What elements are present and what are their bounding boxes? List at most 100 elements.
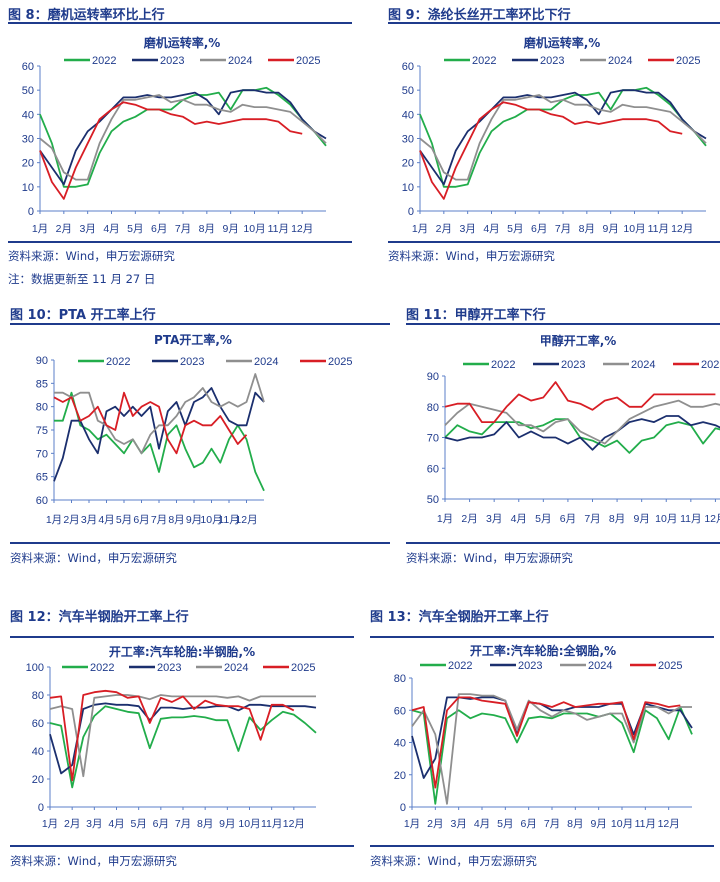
y-tick-label: 90 bbox=[427, 371, 439, 383]
y-tick-label: 60 bbox=[394, 705, 406, 717]
y-tick-label: 70 bbox=[36, 448, 48, 460]
legend-label-2024: 2024 bbox=[608, 55, 632, 67]
legend-label-2024: 2024 bbox=[631, 359, 655, 371]
series-line-2024 bbox=[411, 693, 692, 805]
x-tick-label: 9月 bbox=[219, 818, 235, 830]
x-tick-label: 6月 bbox=[153, 818, 169, 830]
divider bbox=[388, 241, 720, 243]
x-tick-label: 7月 bbox=[544, 818, 560, 830]
x-tick-label: 7月 bbox=[175, 818, 191, 830]
legend-label-2025: 2025 bbox=[658, 660, 682, 672]
x-tick-label: 2月 bbox=[427, 818, 443, 830]
series-line-2023 bbox=[53, 387, 265, 482]
y-tick-label: 80 bbox=[427, 402, 439, 414]
legend-label-2022: 2022 bbox=[106, 356, 130, 368]
series-line-2022 bbox=[411, 706, 693, 805]
series-line-2025 bbox=[411, 696, 681, 789]
legend-label-2025: 2025 bbox=[296, 55, 320, 67]
divider bbox=[10, 323, 390, 325]
y-tick-label: 80 bbox=[36, 402, 48, 414]
y-tick-label: 90 bbox=[36, 355, 48, 367]
series-line-2022 bbox=[419, 86, 707, 188]
figure-9-source: 资料来源：Wind，申万宏源研究 bbox=[388, 249, 555, 263]
divider bbox=[388, 22, 720, 24]
legend-label-2025: 2025 bbox=[701, 359, 720, 371]
series-line-2022 bbox=[39, 86, 327, 188]
series-line-2023 bbox=[39, 89, 327, 186]
series-line-2023 bbox=[419, 89, 707, 186]
y-tick-label: 20 bbox=[402, 158, 414, 170]
chart-10: 60 65 70 75 80 85 90 1月 2月 3月 4月 5月 6月 7月 8月 9月10月11月12… bbox=[36, 355, 353, 526]
legend-label-2025: 2025 bbox=[676, 55, 700, 67]
x-tick-label: 1月 bbox=[46, 514, 62, 526]
x-tick-label: 9月 bbox=[590, 818, 606, 830]
series-line-2025 bbox=[419, 101, 683, 200]
figure-9-caption: 图 9：涤纶长丝开工率环比下行 bbox=[388, 8, 571, 23]
x-tick-label: 2月 bbox=[461, 513, 477, 525]
legend-label-2023: 2023 bbox=[518, 660, 542, 672]
chart-9: 0 10 20 30 40 50 60 1月 2月 3月 4月 5月 6月 7月 8月 9月 10月 11月 12月… bbox=[402, 55, 707, 235]
legend-label-2025: 2025 bbox=[291, 662, 315, 674]
figure-11-chart-title: 甲醇开工率,% bbox=[539, 334, 617, 348]
divider bbox=[370, 845, 714, 847]
x-tick-label: 12月 bbox=[291, 223, 313, 235]
x-tick-label: 2月 bbox=[64, 818, 80, 830]
y-tick-label: 50 bbox=[402, 85, 414, 97]
x-tick-label: 11月 bbox=[635, 818, 656, 830]
x-tick-label: 9月 bbox=[222, 223, 238, 235]
y-tick-label: 60 bbox=[36, 495, 48, 507]
x-tick-label: 4月 bbox=[483, 223, 499, 235]
x-tick-label: 10月 bbox=[238, 818, 260, 830]
figure-13-source: 资料来源：Wind，申万宏源研究 bbox=[370, 854, 537, 868]
x-tick-label: 10月 bbox=[200, 514, 222, 526]
figure-10-caption: 图 10：PTA 开工率上行 bbox=[10, 308, 156, 323]
x-tick-label: 8月 bbox=[567, 818, 583, 830]
divider bbox=[10, 845, 354, 847]
figure-8-source: 资料来源：Wind，申万宏源研究 bbox=[8, 249, 175, 263]
figure-8-note: 注：数据更新至 11 月 27 日 bbox=[8, 272, 156, 286]
x-tick-label: 10月 bbox=[243, 223, 265, 235]
x-tick-label: 11月 bbox=[261, 818, 282, 830]
series-line-2025 bbox=[39, 101, 303, 200]
x-tick-label: 4月 bbox=[511, 513, 527, 525]
y-tick-label: 0 bbox=[408, 206, 414, 218]
figure-13-caption: 图 13：汽车全钢胎开工率上行 bbox=[370, 610, 549, 625]
x-tick-label: 6月 bbox=[520, 818, 536, 830]
figure-13-chart-title: 开工率:汽车轮胎:全钢胎,% bbox=[469, 644, 617, 658]
y-tick-label: 0 bbox=[28, 206, 34, 218]
y-tick-label: 75 bbox=[36, 425, 48, 437]
y-tick-label: 20 bbox=[32, 774, 44, 786]
y-tick-label: 0 bbox=[38, 802, 44, 814]
y-tick-label: 40 bbox=[32, 746, 44, 758]
y-tick-label: 0 bbox=[400, 802, 406, 814]
x-tick-label: 12月 bbox=[704, 513, 720, 525]
x-tick-label: 4月 bbox=[108, 818, 124, 830]
legend-label-2022: 2022 bbox=[472, 55, 496, 67]
series-line-2023 bbox=[49, 702, 317, 775]
chart-12: 0 20 40 60 80 100 1月 2月 3月 4月 5月 6月 7月 8月 9月 10月 11月 12月 2… bbox=[26, 662, 317, 830]
x-tick-label: 1月 bbox=[412, 223, 428, 235]
y-tick-label: 50 bbox=[427, 494, 439, 506]
legend-label-2022: 2022 bbox=[491, 359, 515, 371]
y-tick-label: 80 bbox=[394, 673, 406, 685]
x-tick-label: 12月 bbox=[283, 818, 305, 830]
x-tick-label: 2月 bbox=[436, 223, 452, 235]
series-line-2025 bbox=[49, 689, 295, 782]
x-tick-label: 3月 bbox=[86, 818, 102, 830]
figure-12-source: 资料来源：Wind，申万宏源研究 bbox=[10, 854, 177, 868]
x-tick-label: 1月 bbox=[32, 223, 48, 235]
x-tick-label: 6月 bbox=[151, 223, 167, 235]
x-tick-label: 11月 bbox=[218, 514, 239, 526]
legend-label-2022: 2022 bbox=[90, 662, 114, 674]
divider bbox=[8, 22, 352, 24]
figure-11-source: 资料来源：Wind，申万宏源研究 bbox=[406, 551, 573, 565]
x-tick-label: 11月 bbox=[648, 223, 669, 235]
x-tick-label: 4月 bbox=[103, 223, 119, 235]
series-line-2022 bbox=[49, 705, 317, 789]
figure-11-caption: 图 11：甲醇开工率下行 bbox=[406, 308, 546, 323]
legend-label-2023: 2023 bbox=[160, 55, 184, 67]
divider bbox=[8, 241, 352, 243]
y-tick-label: 65 bbox=[36, 472, 48, 484]
